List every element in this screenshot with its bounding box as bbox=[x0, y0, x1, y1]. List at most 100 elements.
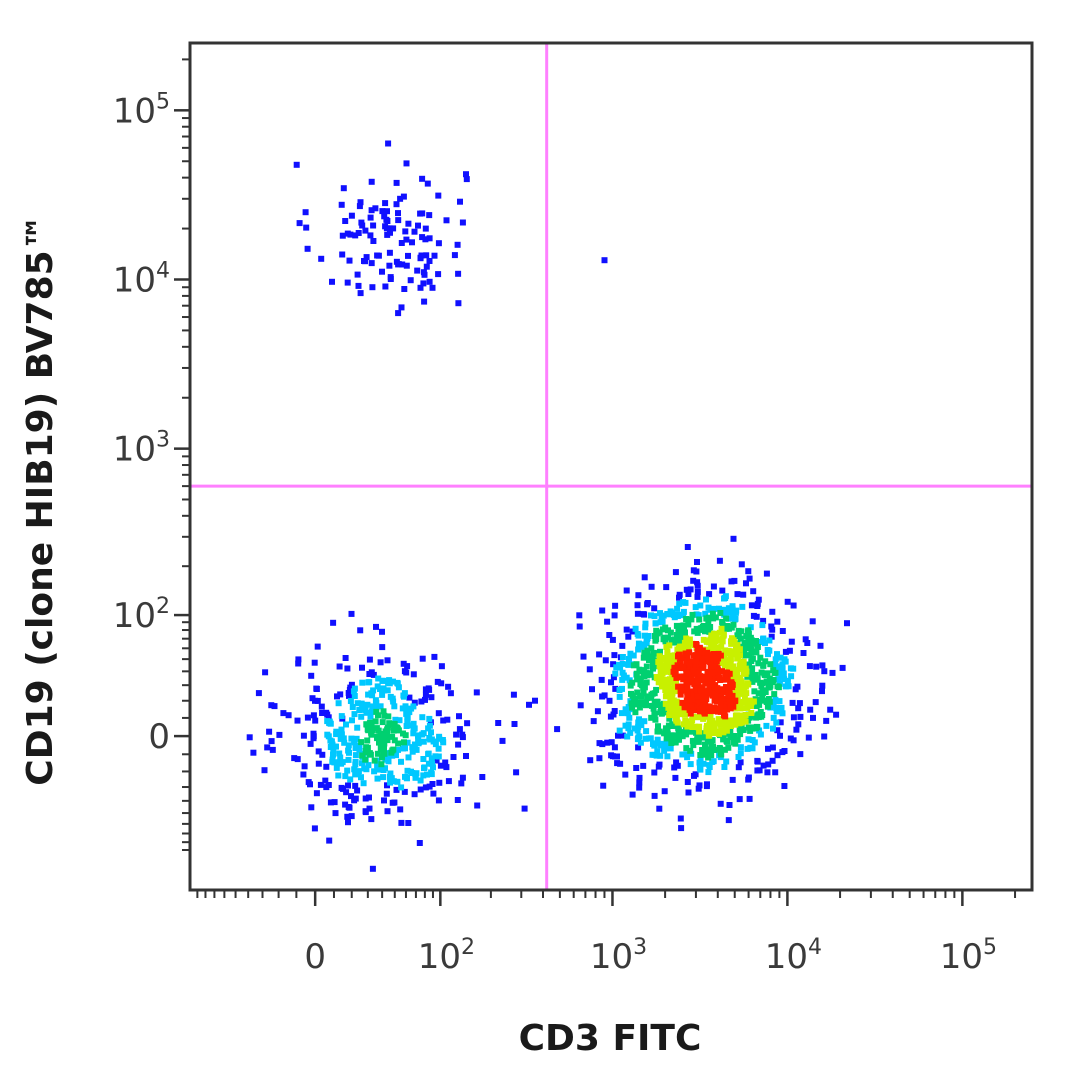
event-dot bbox=[708, 726, 715, 733]
event-dot bbox=[740, 661, 747, 668]
event-dot bbox=[688, 728, 695, 735]
event-dot bbox=[604, 739, 611, 746]
event-dot bbox=[634, 610, 641, 617]
event-dot bbox=[330, 747, 337, 754]
event-dot bbox=[598, 676, 605, 683]
event-dot bbox=[307, 740, 314, 747]
event-dot bbox=[698, 712, 705, 718]
event-dot bbox=[463, 753, 469, 759]
event-dot bbox=[674, 605, 681, 612]
event-dot bbox=[395, 217, 402, 224]
event-dot bbox=[690, 652, 697, 659]
event-dot bbox=[739, 690, 746, 697]
event-dot bbox=[351, 711, 358, 718]
event-dot bbox=[698, 705, 705, 712]
event-dot bbox=[645, 633, 652, 639]
event-dot bbox=[382, 765, 388, 772]
event-dot bbox=[608, 752, 615, 759]
event-dot bbox=[379, 754, 385, 761]
event-dot bbox=[654, 748, 661, 755]
event-dot bbox=[333, 728, 340, 735]
event-dot bbox=[411, 228, 418, 235]
event-dot bbox=[665, 722, 672, 729]
event-dot bbox=[652, 740, 659, 747]
event-dot bbox=[351, 685, 358, 692]
event-dot bbox=[609, 636, 616, 643]
event-dot bbox=[694, 589, 701, 595]
event-dot bbox=[677, 691, 684, 698]
event-dot bbox=[351, 693, 358, 699]
event-dot bbox=[387, 770, 394, 777]
event-dot bbox=[694, 629, 701, 636]
event-dot bbox=[715, 650, 722, 657]
event-dot bbox=[419, 210, 426, 217]
event-dot bbox=[554, 726, 561, 733]
event-dot bbox=[430, 790, 437, 797]
event-dot bbox=[362, 258, 368, 265]
event-dot bbox=[651, 710, 658, 717]
event-dot bbox=[652, 716, 659, 723]
event-dot bbox=[703, 746, 710, 753]
event-dot bbox=[651, 613, 658, 620]
event-dot bbox=[345, 742, 352, 749]
event-dot bbox=[759, 622, 766, 629]
event-dot bbox=[643, 702, 649, 709]
event-dot bbox=[663, 688, 670, 695]
event-dot bbox=[745, 568, 752, 575]
event-dot bbox=[682, 642, 689, 649]
event-dot bbox=[724, 669, 731, 676]
event-dot bbox=[633, 765, 640, 771]
event-dot bbox=[662, 700, 669, 707]
event-dot bbox=[373, 725, 380, 732]
event-dot bbox=[333, 764, 340, 771]
event-dot bbox=[800, 650, 807, 656]
event-dot bbox=[358, 739, 365, 746]
event-dot bbox=[624, 733, 631, 740]
event-dot bbox=[435, 745, 442, 752]
event-dot bbox=[735, 754, 742, 760]
event-dot bbox=[779, 661, 786, 668]
event-dot bbox=[424, 771, 430, 778]
event-dot bbox=[354, 271, 361, 278]
event-dot bbox=[754, 675, 761, 682]
event-dot bbox=[723, 758, 730, 765]
event-dot bbox=[407, 277, 414, 284]
event-dot bbox=[362, 756, 369, 763]
event-dot bbox=[656, 761, 663, 768]
event-dot bbox=[385, 679, 392, 686]
event-dot bbox=[768, 623, 775, 630]
event-dot bbox=[390, 727, 397, 734]
event-dot bbox=[399, 261, 406, 268]
event-dot bbox=[392, 716, 399, 723]
event-dot bbox=[730, 672, 737, 679]
event-dot bbox=[352, 782, 359, 789]
event-dot bbox=[827, 706, 834, 713]
event-dot bbox=[402, 228, 409, 235]
event-dot bbox=[770, 667, 777, 674]
event-dot bbox=[380, 774, 387, 781]
event-dot bbox=[753, 703, 760, 709]
event-dot bbox=[459, 734, 466, 741]
event-dot bbox=[661, 788, 668, 795]
event-dot bbox=[401, 788, 408, 795]
event-dot bbox=[348, 793, 354, 800]
event-dot bbox=[726, 692, 732, 699]
event-dot bbox=[721, 611, 728, 618]
event-dot bbox=[665, 666, 672, 673]
event-dot bbox=[389, 747, 396, 754]
event-dot bbox=[311, 659, 318, 666]
event-dot bbox=[246, 734, 253, 741]
event-dot bbox=[819, 688, 825, 695]
event-dot bbox=[769, 626, 776, 633]
event-dot bbox=[737, 704, 744, 711]
event-dot bbox=[668, 712, 675, 718]
event-dot bbox=[744, 645, 751, 652]
event-dot bbox=[473, 689, 480, 696]
event-dot bbox=[675, 683, 682, 690]
event-dot bbox=[693, 611, 700, 618]
event-dot bbox=[723, 615, 730, 622]
event-dot bbox=[743, 633, 750, 639]
event-dot bbox=[730, 668, 736, 675]
event-dot bbox=[696, 693, 703, 700]
event-dot bbox=[742, 683, 749, 690]
